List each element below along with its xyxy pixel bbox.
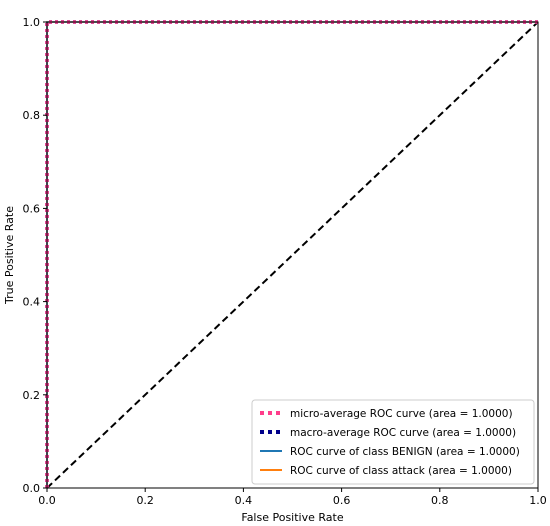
plot-frame — [46, 21, 539, 489]
x-tick-label: 0.0 — [38, 494, 56, 507]
legend-label: macro-average ROC curve (area = 1.0000) — [290, 427, 516, 439]
legend-box — [251, 399, 535, 485]
y-ticks: 0.0 0.2 0.4 0.6 0.8 1.0 — [23, 16, 47, 495]
legend-label: ROC curve of class BENIGN (area = 1.0000… — [290, 446, 520, 458]
x-tick-label: 0.4 — [235, 494, 253, 507]
x-axis-label: False Positive Rate — [241, 511, 343, 524]
y-tick-label: 0.4 — [23, 296, 41, 309]
reference-layer — [46, 21, 539, 489]
legend-label: micro-average ROC curve (area = 1.0000) — [290, 408, 513, 420]
y-axis-label: True Positive Rate — [3, 206, 16, 305]
x-tick-label: 1.0 — [529, 494, 547, 507]
x-tick-label: 0.8 — [431, 494, 449, 507]
y-tick-label: 0.2 — [23, 389, 41, 402]
y-tick-label: 1.0 — [23, 16, 41, 29]
reference-diagonal-line — [46, 21, 539, 489]
x-ticks: 0.0 0.2 0.4 0.6 0.8 1.0 — [38, 488, 547, 507]
x-tick-label: 0.6 — [333, 494, 351, 507]
y-tick-label: 0.0 — [23, 482, 41, 495]
legend-label: ROC curve of class attack (area = 1.0000… — [290, 465, 512, 477]
y-tick-label: 0.6 — [23, 202, 41, 215]
y-tick-label: 0.8 — [23, 109, 41, 122]
legend: micro-average ROC curve (area = 1.0000) m… — [251, 399, 535, 485]
x-tick-label: 0.2 — [136, 494, 154, 507]
